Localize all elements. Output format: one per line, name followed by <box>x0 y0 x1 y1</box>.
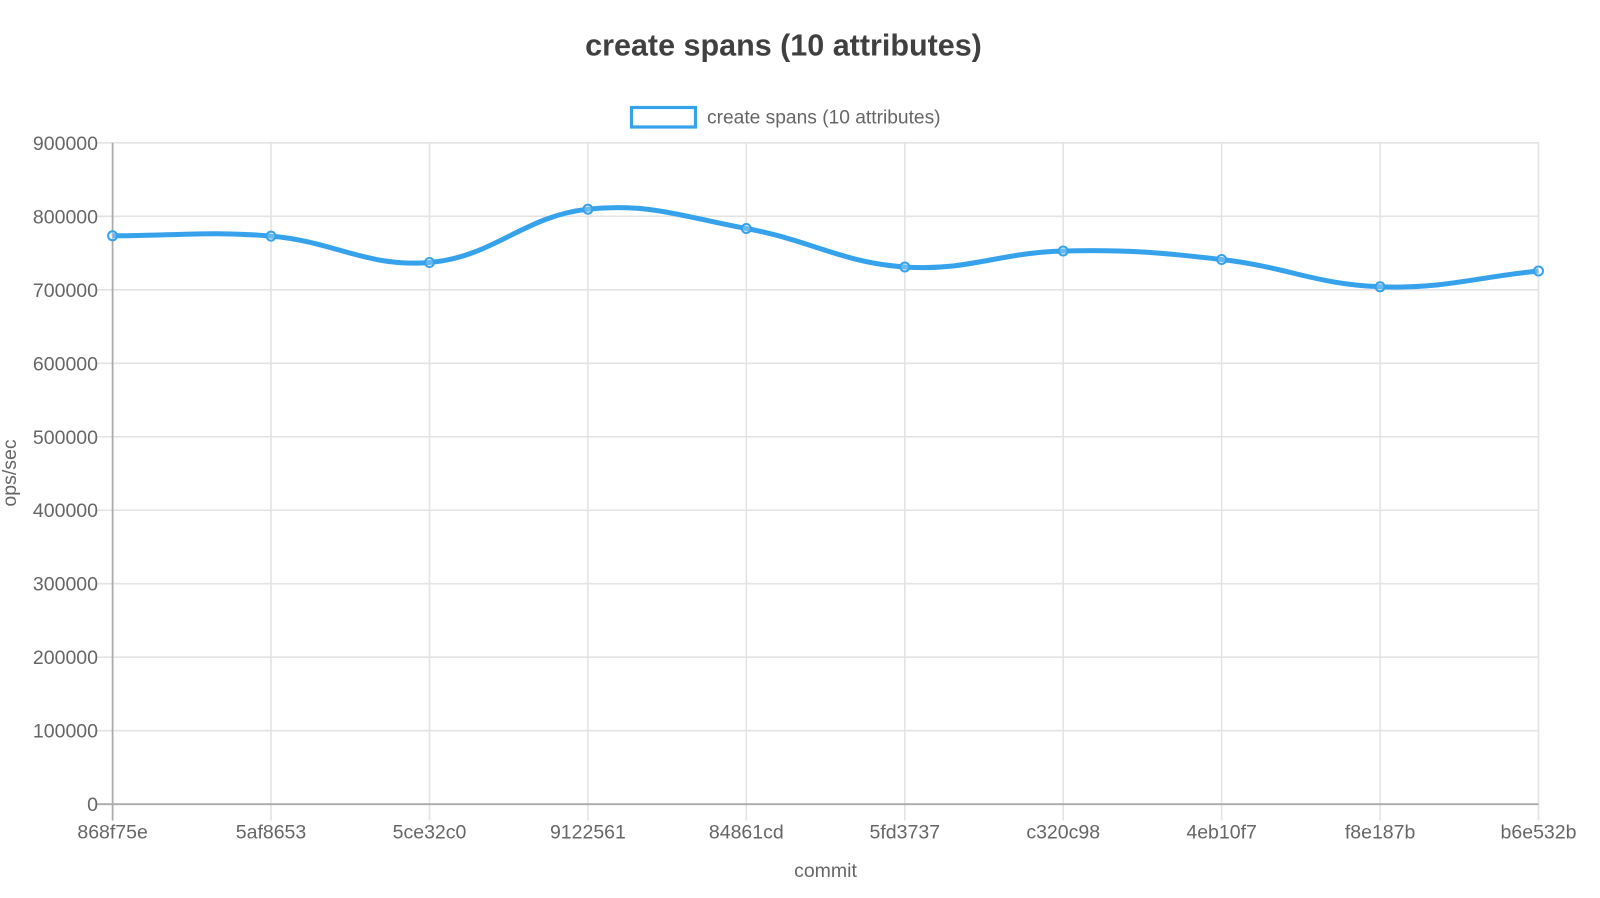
svg-text:5fd3737: 5fd3737 <box>870 822 941 844</box>
svg-text:5ce32c0: 5ce32c0 <box>393 822 467 844</box>
svg-text:commit: commit <box>794 860 857 882</box>
svg-text:868f75e: 868f75e <box>77 822 148 844</box>
svg-text:0: 0 <box>87 794 98 816</box>
svg-text:100000: 100000 <box>33 721 98 743</box>
svg-text:b6e532b: b6e532b <box>1501 822 1577 844</box>
svg-text:800000: 800000 <box>33 206 98 228</box>
svg-text:200000: 200000 <box>33 647 98 669</box>
svg-text:9122561: 9122561 <box>550 822 626 844</box>
svg-text:300000: 300000 <box>33 574 98 596</box>
svg-text:ops/sec: ops/sec <box>0 439 21 506</box>
svg-text:500000: 500000 <box>33 427 98 449</box>
svg-text:create spans (10 attributes): create spans (10 attributes) <box>585 29 982 63</box>
svg-text:700000: 700000 <box>33 280 98 302</box>
svg-text:c320c98: c320c98 <box>1026 822 1100 844</box>
svg-text:900000: 900000 <box>33 133 98 155</box>
svg-text:84861cd: 84861cd <box>709 822 784 844</box>
svg-text:f8e187b: f8e187b <box>1345 822 1416 844</box>
svg-text:5af8653: 5af8653 <box>236 822 307 844</box>
svg-text:400000: 400000 <box>33 500 98 522</box>
svg-text:4eb10f7: 4eb10f7 <box>1186 822 1257 844</box>
svg-text:600000: 600000 <box>33 353 98 375</box>
svg-text:create spans (10 attributes): create spans (10 attributes) <box>707 108 941 129</box>
